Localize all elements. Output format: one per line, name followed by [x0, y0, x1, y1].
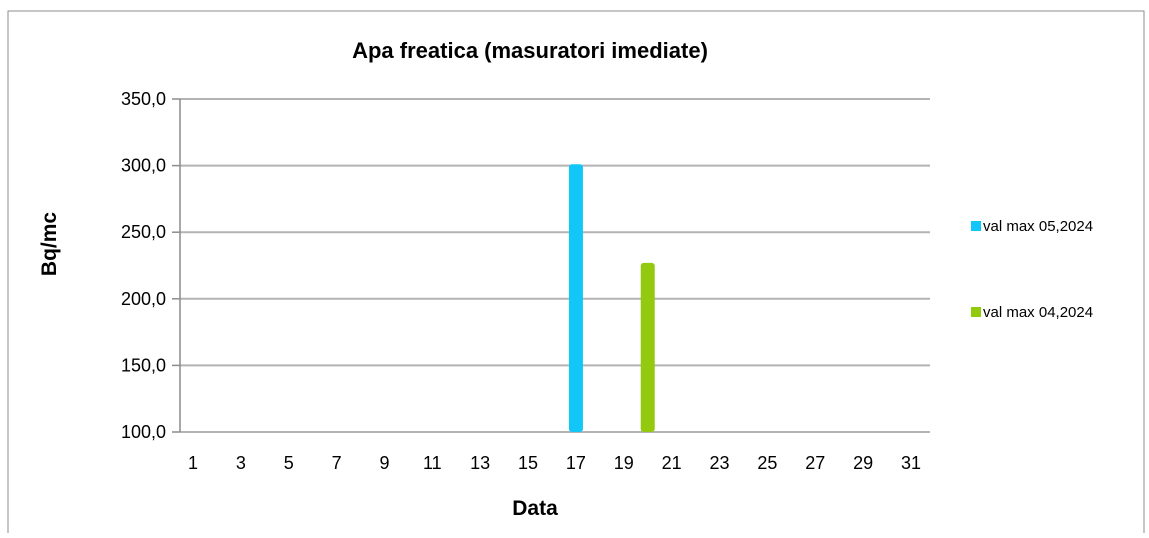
legend-label-0: val max 05,2024	[983, 218, 1093, 235]
y-tick-labels: 100,0 150,0 200,0 250,0 300,0 350,0	[121, 89, 166, 442]
x-tick-label-1: 1	[188, 453, 198, 473]
x-tick-label-21: 21	[662, 453, 682, 473]
y-tick-label-0: 100,0	[121, 422, 166, 442]
y-tick-label-4: 300,0	[121, 156, 166, 176]
x-tick-labels: 1 3 5 7 9 11 13 15 17 19 21 23 25 27 29 31	[188, 453, 921, 473]
x-tick-label-25: 25	[757, 453, 777, 473]
x-axis-label: Data	[512, 497, 558, 520]
x-tick-label-3: 3	[236, 453, 246, 473]
y-tick-label-2: 200,0	[121, 289, 166, 309]
bars	[568, 164, 655, 432]
bar-series-1-x-20	[640, 262, 655, 432]
y-tick-label-3: 250,0	[121, 222, 166, 242]
y-tick-label-5: 350,0	[121, 89, 166, 109]
x-tick-label-29: 29	[853, 453, 873, 473]
x-tick-label-7: 7	[332, 453, 342, 473]
x-tick-label-11: 11	[423, 453, 442, 473]
x-tick-label-5: 5	[284, 453, 294, 473]
bar-series-0-x-17	[568, 164, 583, 432]
legend: val max 05,2024 val max 04,2024	[971, 218, 1093, 321]
legend-label-1: val max 04,2024	[983, 304, 1093, 321]
grid-lines	[172, 98, 930, 433]
chart-title: Apa freatica (masuratori imediate)	[352, 38, 708, 63]
x-tick-label-15: 15	[518, 453, 538, 473]
x-tick-label-31: 31	[901, 453, 921, 473]
y-axis-label: Bq/mc	[38, 212, 61, 277]
legend-swatch-1	[971, 307, 981, 317]
x-tick-label-13: 13	[470, 453, 490, 473]
legend-swatch-0	[971, 221, 981, 231]
y-tick-label-1: 150,0	[121, 355, 166, 375]
x-tick-label-23: 23	[710, 453, 730, 473]
x-tick-label-27: 27	[805, 453, 825, 473]
x-tick-label-17: 17	[566, 453, 586, 473]
x-tick-label-9: 9	[379, 453, 389, 473]
x-tick-label-19: 19	[614, 453, 634, 473]
